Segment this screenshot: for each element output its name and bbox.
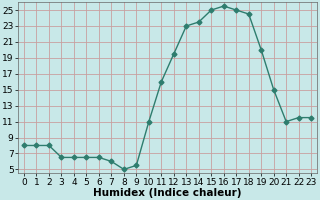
X-axis label: Humidex (Indice chaleur): Humidex (Indice chaleur) <box>93 188 242 198</box>
